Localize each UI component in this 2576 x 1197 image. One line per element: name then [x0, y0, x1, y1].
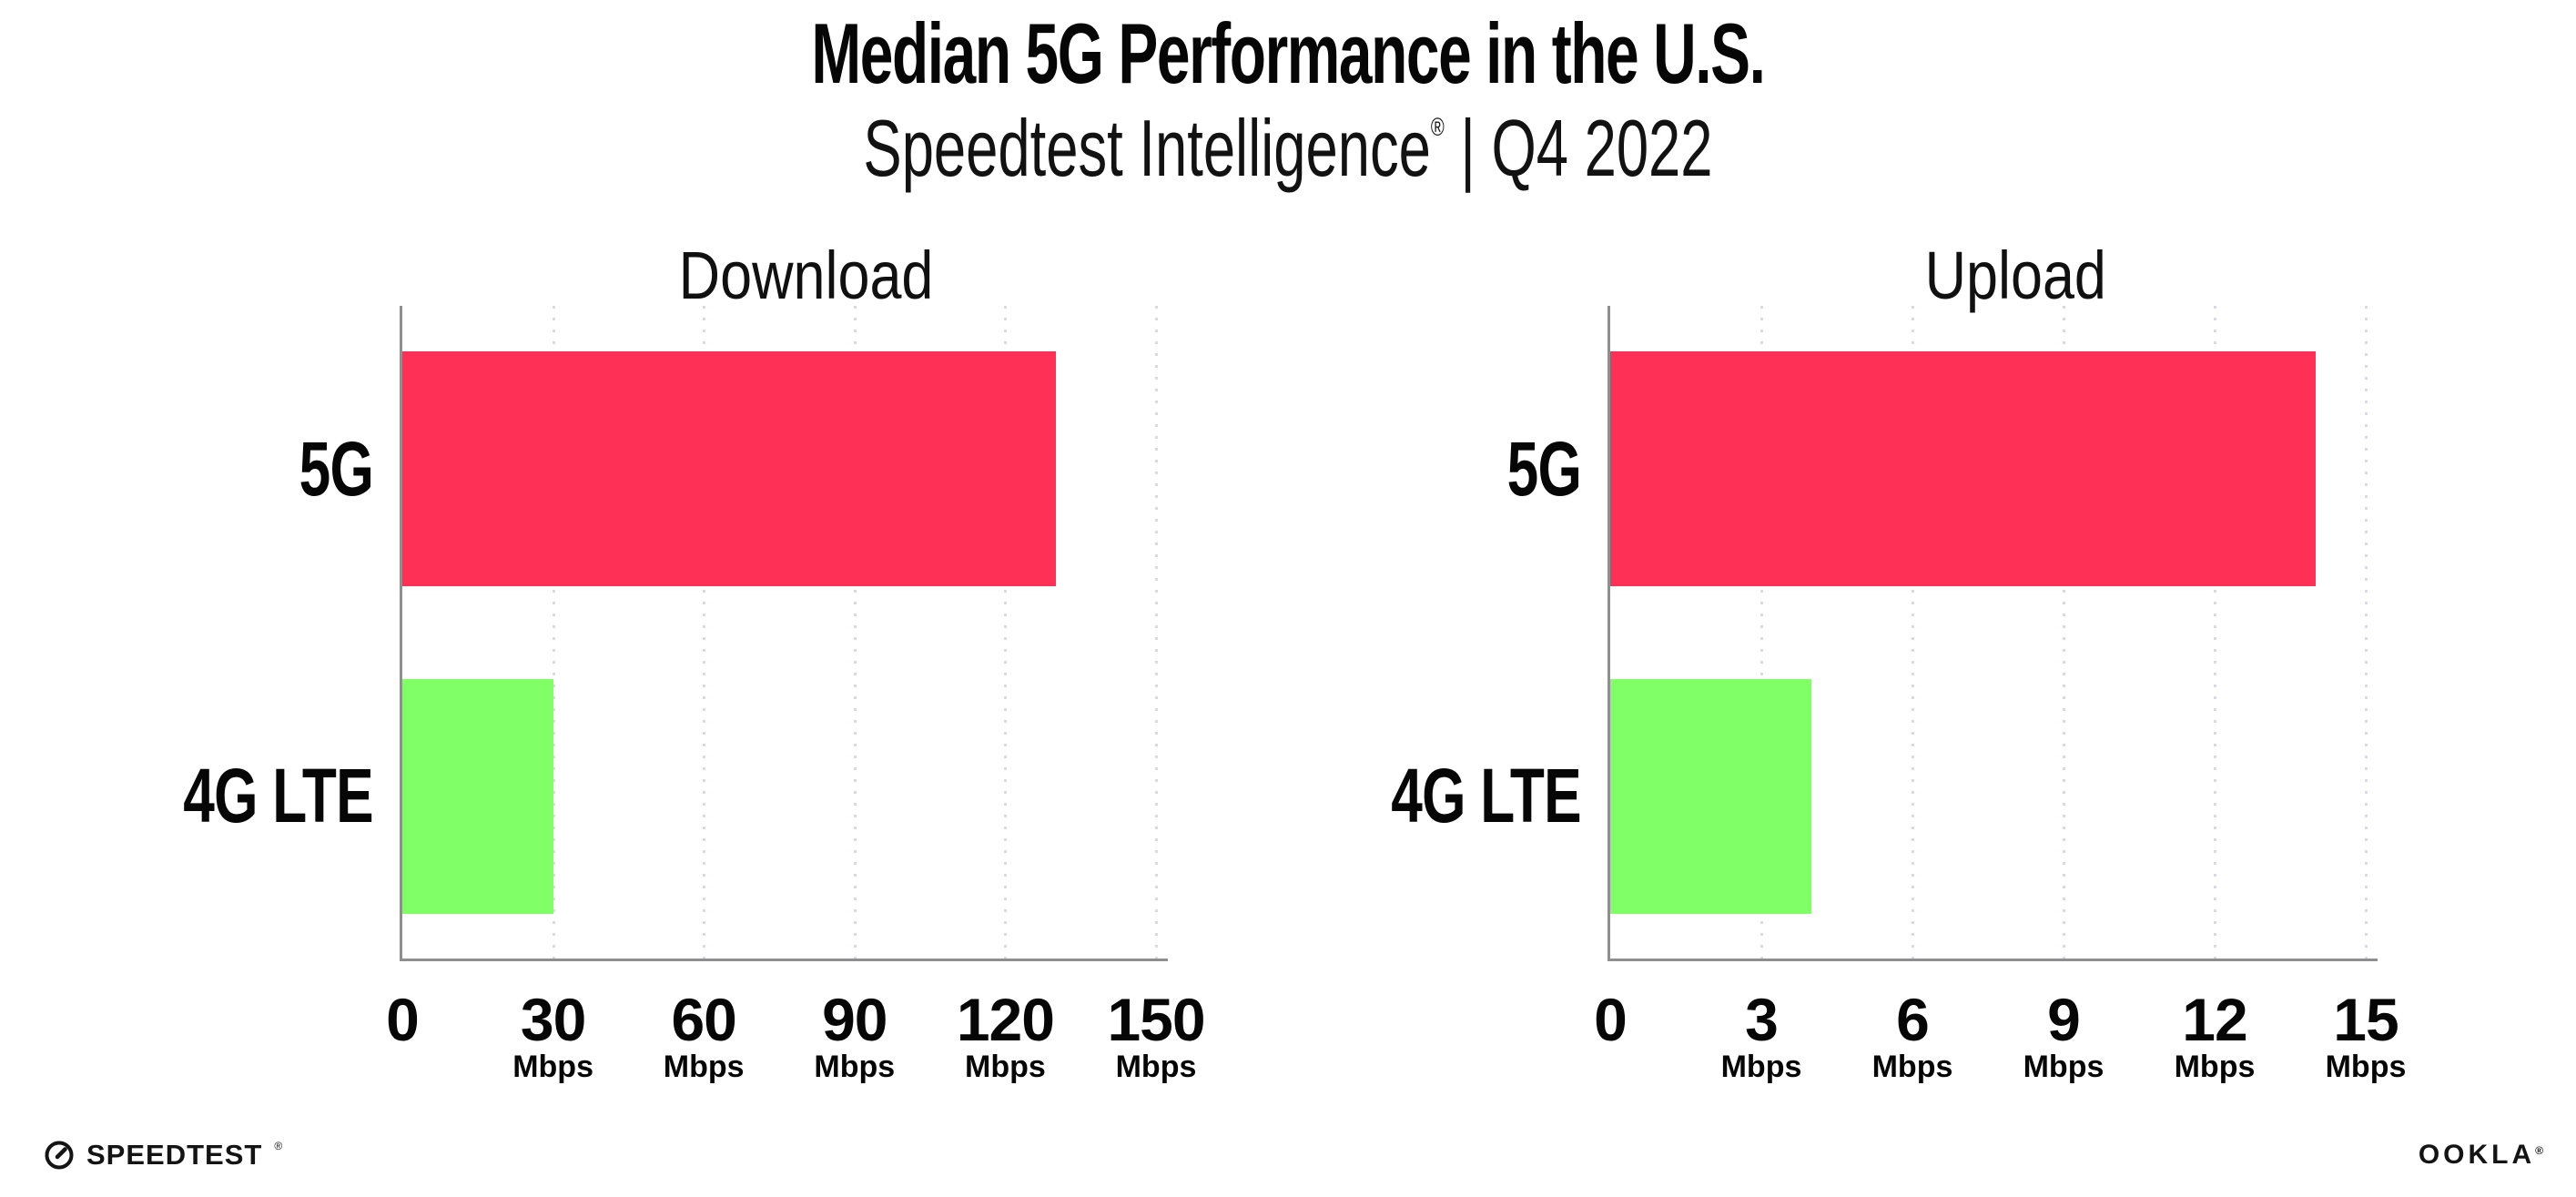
- tick-label-upload-9: 9: [2047, 986, 2081, 1053]
- gridline-upload-15: [2365, 306, 2368, 959]
- row-label-4g-lte-upload: 4G LTE: [1310, 748, 1581, 843]
- speedtest-logo-text: SPEEDTEST: [86, 1139, 263, 1171]
- gridline-upload-6: [1912, 306, 1914, 959]
- tick-unit-upload-12: Mbps: [2174, 1050, 2256, 1084]
- gridline-download-30: [552, 306, 555, 959]
- main-title: Median 5G Performance in the U.S.: [0, 4, 2576, 104]
- tick-label-download-120: 120: [956, 986, 1055, 1053]
- tick-label-download-0: 0: [386, 986, 420, 1053]
- y-axis-upload: [1607, 306, 1610, 961]
- tick-label-download-60: 60: [671, 986, 736, 1053]
- tick-label-download-150: 150: [1107, 986, 1205, 1053]
- row-label-5g-download: 5G: [102, 421, 374, 516]
- x-axis-upload: [1607, 959, 2378, 961]
- speedtest-gauge-icon: [45, 1141, 74, 1170]
- gridline-download-60: [703, 306, 706, 959]
- x-axis-download: [400, 959, 1168, 961]
- subtitle-brand: Speedtest Intelligence: [863, 103, 1431, 193]
- tick-label-upload-12: 12: [2182, 986, 2247, 1053]
- bar-5g-download: [402, 351, 1056, 586]
- gridline-upload-3: [1760, 306, 1763, 959]
- tick-label-upload-3: 3: [1745, 986, 1779, 1053]
- speedtest-registered-icon: ®: [274, 1140, 283, 1152]
- speedtest-logo: SPEEDTEST ®: [44, 1135, 282, 1175]
- main-title-text: Median 5G Performance in the U.S.: [811, 5, 1765, 101]
- subtitle: Speedtest Intelligence® | Q4 2022: [0, 102, 2576, 214]
- bar-4g-lte-upload: [1610, 679, 1811, 914]
- tick-unit-download-60: Mbps: [663, 1050, 745, 1084]
- tick-label-upload-6: 6: [1896, 986, 1930, 1053]
- chart-title-upload: Upload: [1651, 238, 2379, 313]
- tick-unit-download-150: Mbps: [1115, 1050, 1197, 1084]
- subtitle-period: Q4 2022: [1491, 103, 1713, 193]
- row-label-5g-upload: 5G: [1310, 421, 1582, 516]
- y-axis-download: [400, 306, 402, 961]
- tick-unit-download-120: Mbps: [965, 1050, 1046, 1084]
- gridline-download-90: [853, 306, 857, 959]
- row-label-4g-lte-download: 4G LTE: [102, 748, 373, 843]
- chart-title-text-download: Download: [679, 238, 934, 313]
- tick-unit-download-30: Mbps: [512, 1050, 593, 1084]
- bar-5g-upload: [1610, 351, 2316, 586]
- gridline-download-120: [1004, 306, 1008, 959]
- tick-unit-upload-9: Mbps: [2023, 1050, 2104, 1084]
- row-label-text: 4G LTE: [1391, 753, 1581, 838]
- chart-title-text-upload: Upload: [1924, 238, 2106, 313]
- tick-label-upload-15: 15: [2333, 986, 2399, 1053]
- tick-label-download-30: 30: [520, 986, 586, 1053]
- gridline-download-150: [1155, 306, 1158, 959]
- tick-unit-download-90: Mbps: [814, 1050, 896, 1084]
- ookla-registered-icon: ®: [2535, 1144, 2547, 1157]
- gridline-upload-9: [2063, 306, 2065, 959]
- subtitle-separator: |: [1444, 103, 1492, 193]
- tick-unit-upload-6: Mbps: [1871, 1050, 1953, 1084]
- registered-trademark-icon: ®: [1430, 113, 1445, 141]
- tick-unit-upload-15: Mbps: [2325, 1050, 2407, 1084]
- gridline-upload-12: [2214, 306, 2216, 959]
- tick-unit-upload-3: Mbps: [1720, 1050, 1802, 1084]
- ookla-logo-text: OOKLA: [2418, 1140, 2536, 1170]
- row-label-text: 4G LTE: [183, 753, 373, 838]
- chart-title-download: Download: [442, 238, 1171, 313]
- tick-label-download-90: 90: [822, 986, 887, 1053]
- tick-label-upload-0: 0: [1594, 986, 1628, 1053]
- row-label-text: 5G: [299, 426, 374, 512]
- row-label-text: 5G: [1506, 426, 1582, 512]
- ookla-logo: OOKLA®: [2419, 1140, 2547, 1171]
- bar-4g-lte-download: [402, 679, 553, 914]
